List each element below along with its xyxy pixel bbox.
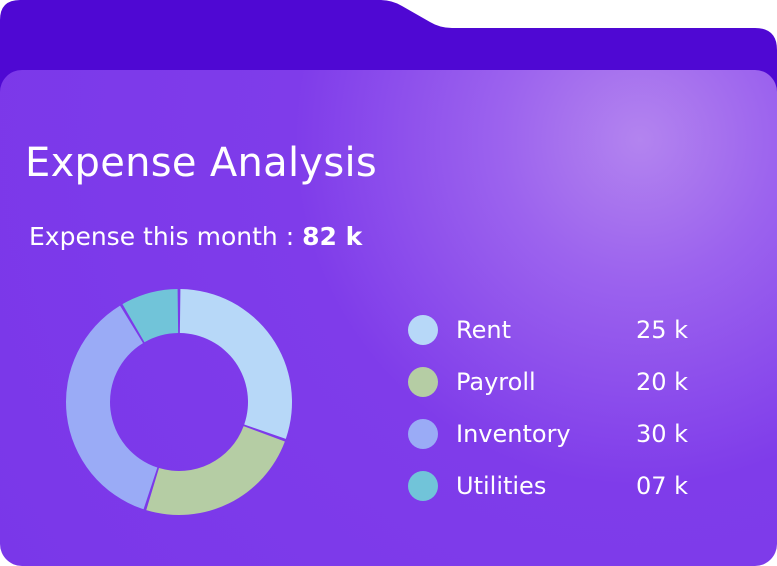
legend-label: Rent	[456, 316, 511, 344]
monthly-expense-summary: Expense this month : 82 k	[29, 222, 362, 251]
legend-item-payroll: Payroll 20 k	[408, 362, 708, 402]
legend-swatch	[408, 419, 438, 449]
donut-segment-rent	[179, 289, 292, 439]
legend-value: 30 k	[636, 420, 689, 448]
legend-label: Inventory	[456, 420, 571, 448]
legend-swatch	[408, 471, 438, 501]
legend-item-rent: Rent 25 k	[408, 310, 708, 350]
legend-value: 20 k	[636, 368, 689, 396]
donut-segment-inventory	[66, 305, 158, 510]
donut-segment-payroll	[146, 426, 285, 515]
card-title: Expense Analysis	[25, 140, 378, 186]
summary-value: 82 k	[302, 222, 363, 251]
legend-value: 25 k	[636, 316, 689, 344]
legend-item-utilities: Utilities 07 k	[408, 466, 708, 506]
legend-label: Payroll	[456, 368, 536, 396]
legend-swatch	[408, 367, 438, 397]
legend-item-inventory: Inventory 30 k	[408, 414, 708, 454]
legend-value: 07 k	[636, 472, 689, 500]
donut-segment-utilities	[122, 289, 179, 343]
legend-swatch	[408, 315, 438, 345]
legend-label: Utilities	[456, 472, 547, 500]
summary-label: Expense this month :	[29, 222, 295, 251]
